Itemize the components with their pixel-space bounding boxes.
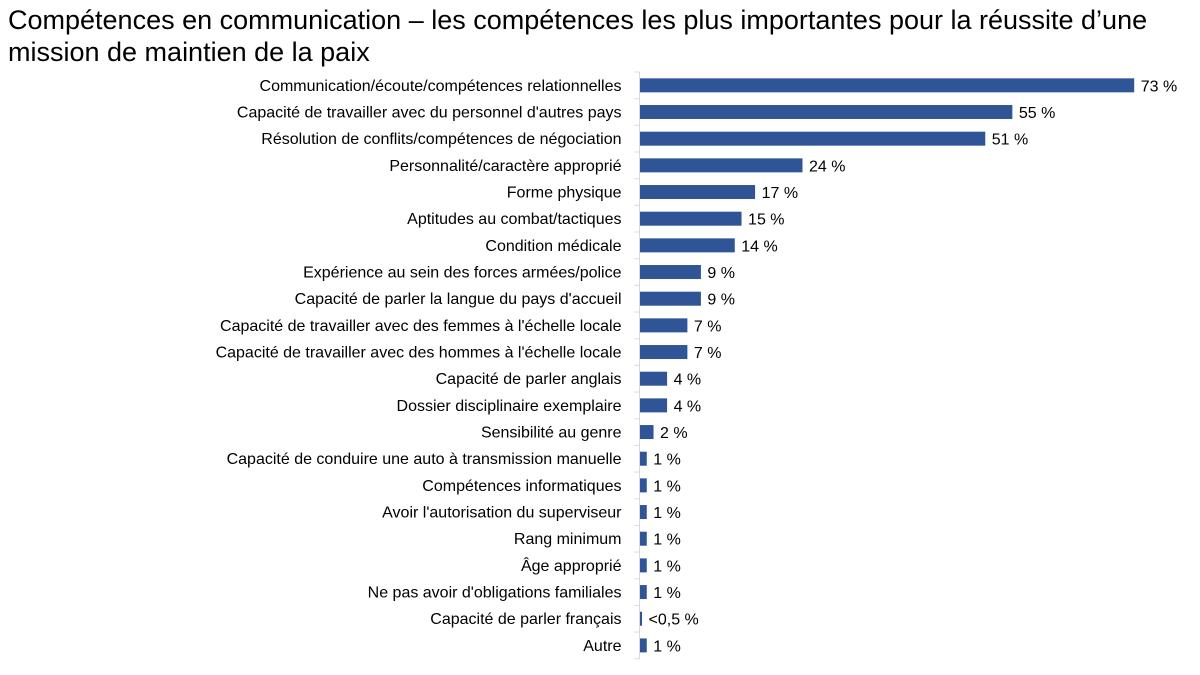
data-label: 51 % [992,132,1028,149]
category-label: Autre [583,638,621,655]
category-label: Capacité de travailler avec des hommes à… [216,345,622,362]
bar [640,291,701,306]
category-label: Capacité de travailler avec des femmes à… [220,318,622,335]
bar [640,558,647,573]
data-label: <0,5 % [649,612,699,629]
data-label: 7 % [694,345,722,362]
category-label: Ne pas avoir d'obligations familiales [368,585,622,602]
bar [640,478,647,493]
data-label: 73 % [1141,78,1177,95]
data-label: 1 % [653,505,681,522]
category-label: Âge approprié [521,556,622,575]
bar [640,531,647,546]
bar [640,318,688,333]
data-label: 4 % [674,398,702,415]
category-label: Expérience au sein des forces armées/pol… [303,265,621,282]
category-label: Avoir l'autorisation du superviseur [382,505,622,522]
data-label: 1 % [653,452,681,469]
bar [640,211,742,226]
category-label: Capacité de parler la langue du pays d'a… [295,291,622,308]
bar [640,185,756,200]
category-label: Capacité de conduire une auto à transmis… [227,451,622,468]
data-label: 1 % [653,532,681,549]
data-label: 1 % [653,585,681,602]
category-label: Capacité de travailler avec du personnel… [237,105,622,122]
bar [640,425,654,440]
data-label: 1 % [653,638,681,655]
bar [640,131,986,146]
bar [640,345,688,360]
category-label: Aptitudes au combat/tactiques [407,211,621,228]
data-label: 4 % [674,372,702,389]
bar [640,238,735,253]
bar [640,265,701,280]
data-label: 1 % [653,478,681,495]
data-label: 55 % [1019,105,1055,122]
bar [640,78,1135,93]
data-label: 1 % [653,558,681,575]
data-label: 9 % [707,265,735,282]
category-label: Forme physique [507,185,622,202]
bar [640,611,643,626]
category-label: Rang minimum [514,531,622,548]
data-label: 2 % [660,425,688,442]
category-label: Compétences informatiques [422,478,621,495]
chart-title: Compétences en communication – les compé… [8,5,1148,67]
bar [640,505,647,520]
category-label: Résolution de conflits/compétences de né… [261,131,621,148]
data-label: 15 % [748,212,784,229]
bar [640,371,668,386]
bar [640,638,647,653]
category-label: Sensibilité au genre [481,425,622,442]
data-label: 17 % [762,185,798,202]
category-label: Capacité de parler anglais [436,371,622,388]
category-label: Communication/écoute/compétences relatio… [260,78,622,95]
category-label: Personnalité/caractère approprié [389,158,621,175]
data-label: 9 % [707,292,735,309]
bar [640,585,647,600]
bar [640,158,803,173]
category-label: Dossier disciplinaire exemplaire [397,398,622,415]
data-label: 7 % [694,318,722,335]
category-label: Capacité de parler français [430,611,621,628]
data-label: 24 % [809,158,845,175]
data-label: 14 % [741,238,777,255]
bar [640,451,647,466]
bar [640,398,668,413]
bar [640,105,1013,120]
category-label: Condition médicale [485,238,621,255]
